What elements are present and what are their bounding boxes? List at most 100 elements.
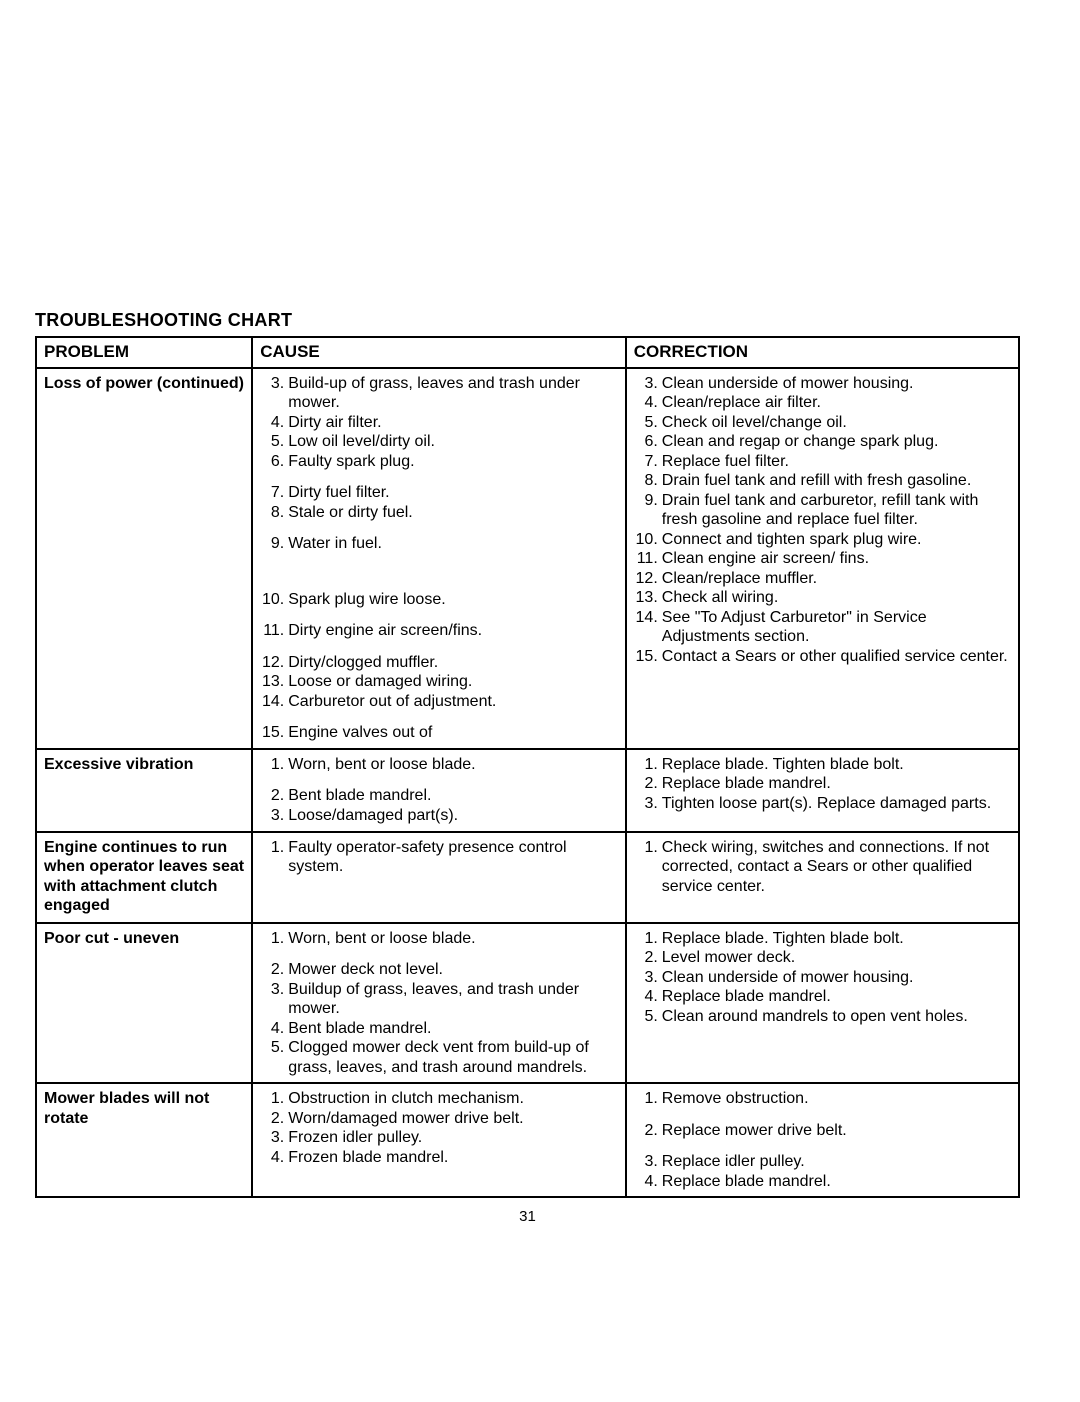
doc-title: TROUBLESHOOTING CHART [35,310,1020,331]
item-text: Level mower deck. [662,948,1011,968]
item-text: Clean underside of mower housing. [662,968,1011,988]
item-text: Frozen idler pulley. [288,1128,618,1148]
item-text: Clean and regap or change spark plug. [662,432,1011,452]
item-number: 3. [260,374,288,413]
item-number: 5. [260,432,288,452]
list-item: 3.Clean underside of mower housing. [634,968,1011,988]
item-number: 11. [260,621,288,641]
table-row: Excessive vibration 1.Worn, bent or loos… [36,749,1019,832]
list-item: 12.Clean/replace muffler. [634,569,1011,589]
item-number: 1. [634,755,662,775]
list-item: 3.Clean underside of mower housing. [634,374,1011,394]
item-text: Worn, bent or loose blade. [288,929,618,949]
item-number: 4. [260,1148,288,1168]
list-item: 13.Loose or damaged wiring. [260,672,618,692]
item-text: Mower deck not level. [288,960,618,980]
list-item: 3.Replace idler pulley. [634,1152,1011,1172]
correction-cell: 3.Clean underside of mower housing.4.Cle… [626,368,1019,749]
table-row: Loss of power (continued) 3.Build-up of … [36,368,1019,749]
item-text: Dirty engine air screen/fins. [288,621,618,641]
list-item: 13.Check all wiring. [634,588,1011,608]
header-correction: CORRECTION [626,337,1019,368]
item-number: 14. [260,692,288,712]
item-number: 4. [634,393,662,413]
page-number: 31 [35,1208,1020,1225]
item-text: Faulty operator-safety presence control … [288,838,618,877]
item-number: 8. [260,503,288,523]
table-row: Poor cut - uneven 1.Worn, bent or loose … [36,923,1019,1084]
list-item: 6.Faulty spark plug. [260,452,618,472]
problem-cell: Mower blades will not rotate [36,1083,252,1197]
item-text: Clogged mower deck vent from build-up of… [288,1038,618,1077]
item-number: 7. [260,483,288,503]
item-text: Carburetor out of adjustment. [288,692,618,712]
item-text: Worn/damaged mower drive belt. [288,1109,618,1129]
item-number: 1. [260,838,288,877]
item-number: 3. [260,980,288,1019]
item-text: Bent blade mandrel. [288,786,618,806]
cause-cell: 1.Obstruction in clutch mechanism.2.Worn… [252,1083,626,1197]
list-item: 3.Build-up of grass, leaves and trash un… [260,374,618,413]
cause-cell: 3.Build-up of grass, leaves and trash un… [252,368,626,749]
table-row: Mower blades will not rotate 1.Obstructi… [36,1083,1019,1197]
list-item: 12.Dirty/clogged muffler. [260,653,618,673]
item-number: 2. [634,1121,662,1141]
item-text: Check all wiring. [662,588,1011,608]
problem-cell: Excessive vibration [36,749,252,832]
item-number: 4. [260,1019,288,1039]
item-number: 10. [634,530,662,550]
list-item: 3.Loose/damaged part(s). [260,806,618,826]
item-text: Tighten loose part(s). Replace damaged p… [662,794,1011,814]
list-item: 1.Replace blade. Tighten blade bolt. [634,929,1011,949]
item-text: Replace blade mandrel. [662,774,1011,794]
item-text: Drain fuel tank and carburetor, refill t… [662,491,1011,530]
item-text: Faulty spark plug. [288,452,618,472]
item-text: Frozen blade mandrel. [288,1148,618,1168]
item-text: Dirty fuel filter. [288,483,618,503]
cause-cell: 1.Worn, bent or loose blade. 2.Bent blad… [252,749,626,832]
list-item: 2.Mower deck not level. [260,960,618,980]
problem-cell: Engine continues to run when operator le… [36,832,252,923]
item-text: Bent blade mandrel. [288,1019,618,1039]
list-item: 5.Low oil level/dirty oil. [260,432,618,452]
list-item: 5.Clean around mandrels to open vent hol… [634,1007,1011,1027]
item-number: 8. [634,471,662,491]
item-number: 13. [260,672,288,692]
item-number: 7. [634,452,662,472]
list-item: 4.Dirty air filter. [260,413,618,433]
list-item: 4.Replace blade mandrel. [634,1172,1011,1192]
list-item: 15.Contact a Sears or other qualified se… [634,647,1011,667]
item-text: Buildup of grass, leaves, and trash unde… [288,980,618,1019]
item-number: 1. [260,755,288,775]
list-item: 3.Tighten loose part(s). Replace damaged… [634,794,1011,814]
item-text: Check wiring, switches and connections. … [662,838,1011,897]
item-number: 1. [634,838,662,897]
item-number: 3. [260,806,288,826]
problem-cell: Loss of power (continued) [36,368,252,749]
item-text: Clean/replace muffler. [662,569,1011,589]
item-text: Loose/damaged part(s). [288,806,618,826]
item-number: 5. [634,413,662,433]
list-item: 11.Clean engine air screen/ fins. [634,549,1011,569]
item-text: Dirty air filter. [288,413,618,433]
item-number: 1. [260,1089,288,1109]
item-number: 11. [634,549,662,569]
item-number: 4. [260,413,288,433]
item-text: Replace fuel filter. [662,452,1011,472]
item-text: Engine valves out of [288,723,618,743]
item-text: Dirty/clogged muffler. [288,653,618,673]
item-text: Contact a Sears or other qualified servi… [662,647,1011,667]
item-text: Replace blade mandrel. [662,987,1011,1007]
item-number: 5. [260,1038,288,1077]
item-number: 14. [634,608,662,647]
list-item: 3.Frozen idler pulley. [260,1128,618,1148]
header-problem: PROBLEM [36,337,252,368]
list-item: 1.Obstruction in clutch mechanism. [260,1089,618,1109]
item-number: 15. [634,647,662,667]
list-item: 2.Replace blade mandrel. [634,774,1011,794]
list-item: 11.Dirty engine air screen/fins. [260,621,618,641]
item-text: Remove obstruction. [662,1089,1011,1109]
list-item: 4.Bent blade mandrel. [260,1019,618,1039]
item-number: 2. [634,774,662,794]
item-text: Clean underside of mower housing. [662,374,1011,394]
